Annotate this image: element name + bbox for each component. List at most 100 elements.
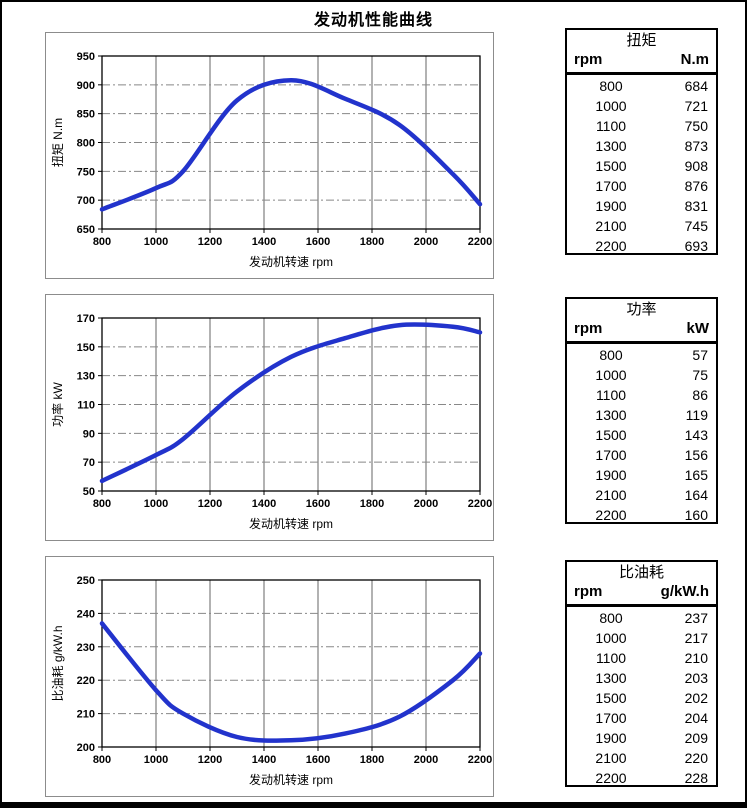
table-row: 1300 203: [567, 668, 716, 688]
rpm-cell: 1500: [595, 690, 627, 706]
y-tick-label: 90: [83, 428, 95, 440]
rpm-cell: 1500: [595, 427, 627, 443]
fuel-consumption-table-rows: 800 237 1000 217 1100 210 1300 203 1500 202 1700 20…: [567, 607, 716, 786]
x-tick-label: 1600: [306, 754, 330, 766]
torque-table-rows: 800 684 1000 721 1100 750 1300 873 1500 908 1700 87…: [567, 75, 716, 254]
fuel-consumption-table: 比油耗 rpm g/kW.h 800 237 1000 217 1100 210 1300 2…: [565, 560, 718, 787]
value-cell: 204: [684, 710, 708, 726]
horizontal-gridlines: [102, 84, 480, 201]
rpm-cell: 1700: [595, 710, 627, 726]
power-table: 功率 rpm kW 800 57 1000 75 1100 86 1300 119 1500 14…: [565, 297, 718, 524]
power-table-rows: 800 57 1000 75 1100 86 1300 119 1500 143 1700 156 19…: [567, 344, 716, 523]
rpm-cell: 1900: [595, 730, 627, 746]
table-row: 800 237: [567, 608, 716, 628]
value-cell: 209: [684, 730, 708, 746]
y-axis-ticks: 200 210 220 230 240 250: [77, 575, 102, 754]
torque-table-col-unit: N.m: [680, 51, 709, 68]
x-tick-label: 800: [93, 498, 111, 510]
x-axis-ticks: 800 1000 1200 1400 1600 1800 2000 2200: [93, 491, 492, 510]
sfc-curve: [99, 621, 483, 743]
table-row: 1300 873: [567, 136, 716, 156]
x-tick-label: 1800: [360, 498, 384, 510]
y-axis-ticks: 50 70 90 110 130 150 170: [77, 313, 102, 498]
power-chart: 800 1000 1200 1400 1600 1800 2000 2200 50 70 90 110…: [50, 313, 492, 531]
x-axis-title: 发动机转速 rpm: [249, 772, 333, 787]
x-tick-label: 1400: [252, 498, 276, 510]
plot-frame: [101, 579, 481, 748]
rpm-cell: 2200: [595, 507, 627, 523]
table-row: 2100 220: [567, 748, 716, 768]
value-cell: 86: [692, 387, 708, 403]
value-cell: 220: [684, 750, 708, 766]
value-cell: 156: [684, 447, 708, 463]
torque-table-title: 扭矩: [626, 32, 657, 49]
power-table-col-unit: kW: [686, 320, 710, 337]
horizontal-gridlines: [102, 612, 480, 715]
table-row: 800 57: [567, 345, 716, 365]
value-cell: 721: [684, 98, 708, 114]
x-tick-label: 1200: [198, 498, 222, 510]
value-cell: 876: [684, 178, 708, 194]
table-row: 2100 164: [567, 485, 716, 505]
y-tick-label: 850: [77, 109, 95, 121]
x-tick-label: 1000: [144, 754, 168, 766]
power-curve: [99, 322, 483, 484]
x-tick-label: 2000: [414, 498, 438, 510]
value-cell: 217: [684, 630, 708, 646]
table-row: 1000 721: [567, 96, 716, 116]
rpm-cell: 1100: [595, 118, 627, 134]
value-cell: 143: [684, 427, 708, 443]
x-axis-title: 发动机转速 rpm: [249, 516, 333, 531]
rpm-cell: 800: [599, 610, 623, 626]
torque-table-header: rpm N.m: [567, 50, 716, 75]
x-tick-label: 1600: [306, 236, 330, 248]
x-tick-label: 1600: [306, 498, 330, 510]
x-tick-label: 1800: [360, 754, 384, 766]
value-cell: 745: [684, 218, 708, 234]
value-cell: 750: [684, 118, 708, 134]
fuel-consumption-chart: 800 1000 1200 1400 1600 1800 2000 2200 200 210 220…: [51, 575, 492, 787]
table-row: 1900 831: [567, 196, 716, 216]
value-cell: 228: [684, 770, 708, 786]
rpm-cell: 1500: [595, 158, 627, 174]
value-cell: 57: [692, 347, 708, 363]
value-cell: 119: [685, 407, 708, 423]
table-row: 1700 204: [567, 708, 716, 728]
value-cell: 202: [684, 690, 708, 706]
table-row: 1100 86: [567, 385, 716, 405]
y-tick-label: 200: [77, 742, 95, 754]
x-tick-label: 1000: [144, 236, 168, 248]
rpm-cell: 1300: [595, 138, 627, 154]
value-cell: 831: [684, 198, 708, 214]
table-row: 1900 165: [567, 465, 716, 485]
torque-chart: 800 1000 1200 1400 1600 1800 2000 2200 650 700 750…: [51, 51, 492, 269]
x-tick-label: 1400: [252, 236, 276, 248]
table-row: 2200 693: [567, 236, 716, 254]
table-row: 2200 160: [567, 505, 716, 523]
y-axis-title: 比油耗 g/kW.h: [51, 625, 65, 701]
table-row: 2200 228: [567, 768, 716, 786]
y-tick-label: 900: [77, 80, 95, 92]
table-row: 1000 217: [567, 628, 716, 648]
value-cell: 164: [684, 487, 708, 503]
rpm-cell: 1000: [595, 630, 627, 646]
power-table-col-rpm: rpm: [574, 320, 603, 337]
rpm-cell: 1000: [595, 98, 627, 114]
y-tick-label: 950: [77, 51, 95, 63]
table-row: 1900 209: [567, 728, 716, 748]
y-tick-label: 650: [77, 224, 95, 236]
y-axis-title: 扭矩 N.m: [51, 118, 65, 167]
value-cell: 160: [684, 507, 708, 523]
y-tick-label: 50: [83, 486, 95, 498]
x-tick-label: 2200: [468, 236, 492, 248]
y-tick-label: 210: [77, 709, 95, 721]
torque-chart-panel: 800 1000 1200 1400 1600 1800 2000 2200 650 700 750…: [45, 32, 494, 279]
value-cell: 684: [684, 78, 708, 94]
value-cell: 693: [684, 238, 708, 254]
rpm-cell: 2100: [595, 750, 627, 766]
table-row: 1100 210: [567, 648, 716, 668]
y-tick-label: 110: [77, 400, 95, 412]
rpm-cell: 1900: [595, 467, 627, 483]
rpm-cell: 800: [599, 78, 623, 94]
